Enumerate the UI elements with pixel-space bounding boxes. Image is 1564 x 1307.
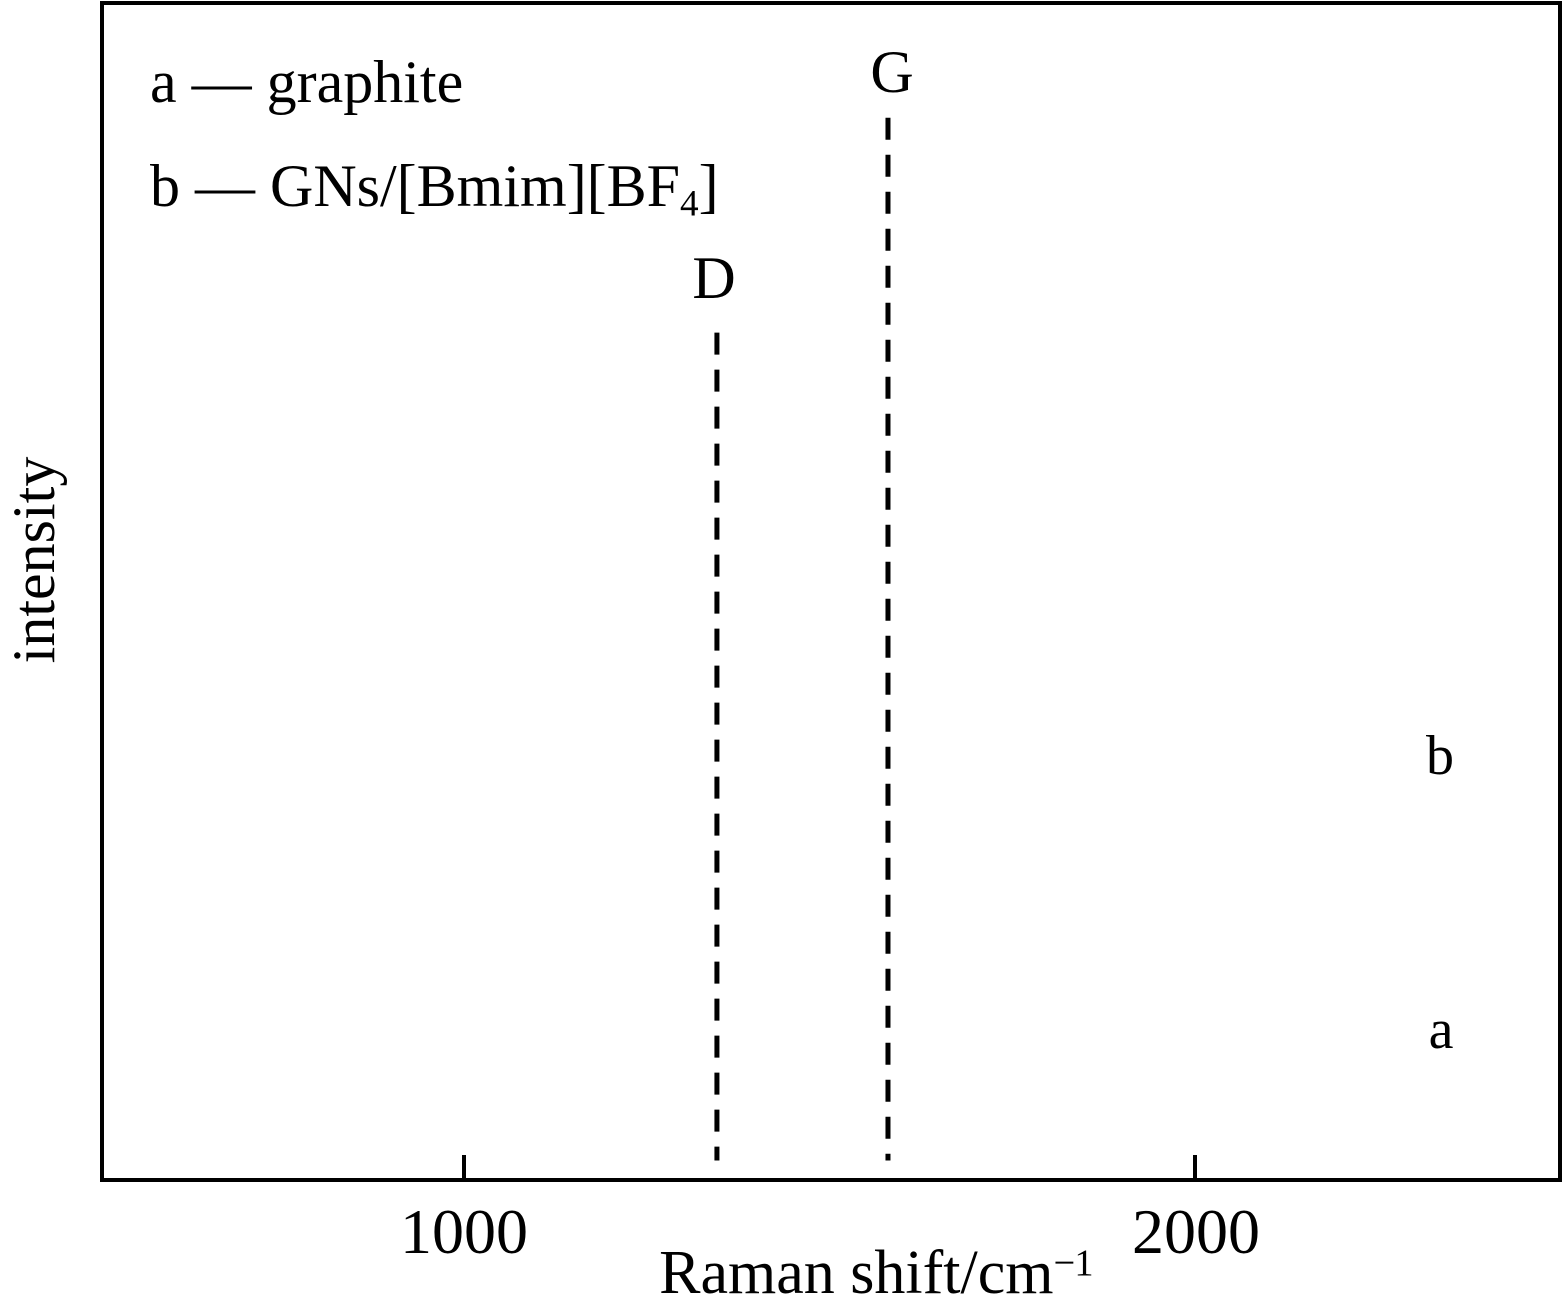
x-axis-label-superscript: −1 bbox=[1053, 1242, 1093, 1285]
legend-line2-subscript: 4 bbox=[680, 183, 699, 225]
plot-svg bbox=[462, 117, 1197, 1178]
peak-label-d: D bbox=[692, 245, 736, 311]
legend-line2-prefix: b — GNs/[Bmim][BF bbox=[150, 153, 681, 219]
peak-label-g: G bbox=[870, 39, 914, 105]
y-axis-label: intensity bbox=[1, 456, 67, 664]
curve-label-b: b bbox=[1426, 725, 1454, 787]
legend-line2-suffix: ] bbox=[698, 153, 719, 219]
plot-frame bbox=[100, 1, 1562, 1182]
legend-line-gns-bmim-bf4: b — GNs/[Bmim][BF4] bbox=[150, 156, 719, 223]
x-tick-label-1000: 1000 bbox=[400, 1196, 528, 1267]
x-axis-label: Raman shift/cm−1 bbox=[659, 1242, 1093, 1304]
curve-label-a: a bbox=[1428, 999, 1454, 1061]
x-tick-label-2000: 2000 bbox=[1132, 1196, 1260, 1267]
x-axis-label-main: Raman shift/cm bbox=[659, 1239, 1054, 1307]
legend-line-graphite: a — graphite bbox=[150, 49, 464, 115]
